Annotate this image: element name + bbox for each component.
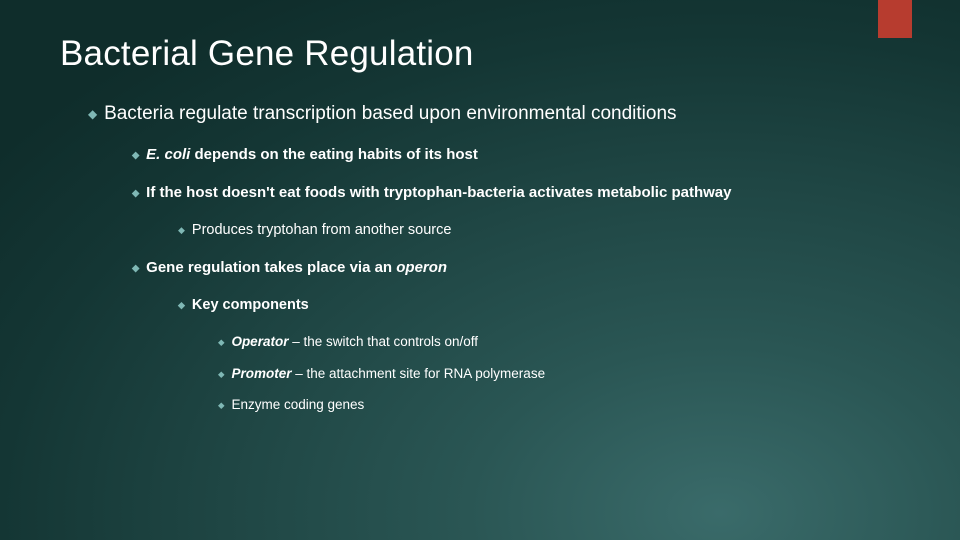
diamond-icon: ◆ <box>132 149 139 162</box>
diamond-icon: ◆ <box>178 225 185 237</box>
text-italic: E. coli <box>146 146 190 163</box>
text: Key components <box>192 297 309 313</box>
diamond-icon: ◆ <box>218 337 224 348</box>
diamond-icon: ◆ <box>88 107 97 122</box>
slide: Bacterial Gene Regulation ◆ Bacteria regu… <box>0 0 960 414</box>
text-bold-italic: Promoter <box>231 366 291 381</box>
bullet-lvl2: ◆ Gene regulation takes place via an oper… <box>132 258 900 278</box>
text: Gene regulation takes place via an <box>146 259 396 276</box>
text: – the attachment site for RNA polymerase <box>291 366 545 381</box>
bullet-lvl3: ◆ Key components <box>178 296 900 315</box>
diamond-icon: ◆ <box>132 262 139 275</box>
text: Produces tryptohan from another source <box>192 222 452 238</box>
text-bold-italic: Operator <box>231 334 288 349</box>
diamond-icon: ◆ <box>218 369 224 380</box>
bullet-lvl3: ◆ Produces tryptohan from another source <box>178 221 900 240</box>
bullet-lvl1: ◆ Bacteria regulate transcription based u… <box>88 102 900 127</box>
diamond-icon: ◆ <box>218 400 224 411</box>
bullet-lvl4: ◆ Operator – the switch that controls on/… <box>218 333 900 351</box>
bullet-lvl4: ◆ Promoter – the attachment site for RNA … <box>218 365 900 383</box>
text: Bacteria regulate transcription based up… <box>104 103 676 124</box>
text: If the host doesn't eat foods with trypt… <box>146 184 731 201</box>
diamond-icon: ◆ <box>132 187 139 200</box>
diamond-icon: ◆ <box>178 300 185 312</box>
slide-title: Bacterial Gene Regulation <box>60 34 900 74</box>
text: depends on the eating habits of its host <box>190 146 478 163</box>
accent-bar <box>878 0 912 38</box>
text: – the switch that controls on/off <box>288 334 478 349</box>
text: Enzyme coding genes <box>231 397 364 412</box>
text-italic: operon <box>396 259 447 276</box>
bullet-lvl2: ◆ If the host doesn't eat foods with tryp… <box>132 183 900 203</box>
bullet-lvl4: ◆ Enzyme coding genes <box>218 396 900 414</box>
bullet-lvl2: ◆ E. coli depends on the eating habits of… <box>132 145 900 165</box>
